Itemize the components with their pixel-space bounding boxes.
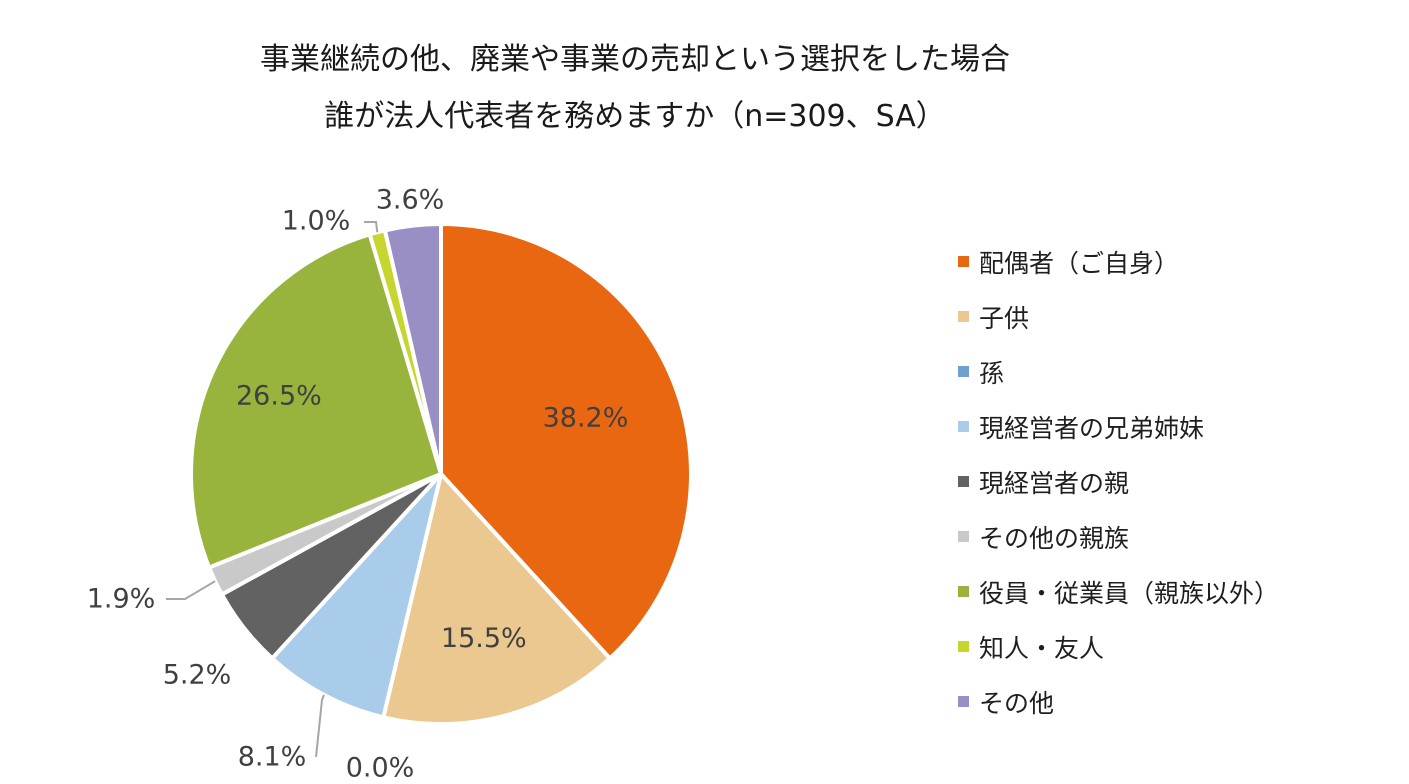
legend-label: 現経営者の親 <box>979 468 1130 498</box>
legend-label: 現経営者の兄弟姉妹 <box>979 413 1205 443</box>
legend: 配偶者（ご自身） 子供 孫 現経営者の兄弟姉妹 現経営者の親 その他の親族 役員… <box>958 234 1279 729</box>
data-label: 38.2% <box>543 402 629 433</box>
legend-label: 配偶者（ご自身） <box>979 248 1180 278</box>
legend-swatch <box>958 641 969 652</box>
legend-swatch <box>958 256 969 267</box>
legend-item: その他 <box>958 674 1279 729</box>
legend-item: 知人・友人 <box>958 619 1279 674</box>
legend-item: 子供 <box>958 289 1279 344</box>
pie-slice <box>439 222 693 661</box>
data-label: 26.5% <box>236 380 322 411</box>
legend-item: 役員・従業員（親族以外） <box>958 564 1279 619</box>
legend-swatch <box>958 531 969 542</box>
leader-line <box>315 694 325 758</box>
legend-label: 役員・従業員（親族以外） <box>979 578 1280 608</box>
legend-label: その他の親族 <box>979 523 1130 553</box>
legend-item: 現経営者の兄弟姉妹 <box>958 399 1279 454</box>
legend-item: 孫 <box>958 344 1279 399</box>
data-label: 1.9% <box>87 584 156 615</box>
legend-label: 孫 <box>979 358 1005 388</box>
data-label: 0.0% <box>346 753 415 784</box>
leader-line <box>364 221 379 233</box>
legend-item: 現経営者の親 <box>958 454 1279 509</box>
data-label: 8.1% <box>238 742 307 773</box>
data-label: 3.6% <box>376 185 445 216</box>
legend-swatch <box>958 366 969 377</box>
legend-label: 知人・友人 <box>979 633 1105 663</box>
legend-swatch <box>958 421 969 432</box>
pie-slice <box>382 222 443 476</box>
data-label: 1.0% <box>282 206 351 237</box>
data-label: 15.5% <box>441 623 527 654</box>
legend-item: 配偶者（ご自身） <box>958 234 1279 289</box>
legend-swatch <box>958 696 969 707</box>
pie-slice <box>381 472 612 726</box>
pie-slice <box>189 232 443 570</box>
legend-swatch <box>958 586 969 597</box>
leader-line <box>166 580 216 600</box>
legend-item: その他の親族 <box>958 509 1279 564</box>
legend-label: 子供 <box>979 303 1030 333</box>
chart-title-line-2: 誰が法人代表者を務めますか（n=309、SA） <box>324 99 946 134</box>
legend-swatch <box>958 311 969 322</box>
legend-swatch <box>958 476 969 487</box>
chart-title-line-1: 事業継続の他、廃業や事業の売却という選択をした場合 <box>260 42 1010 77</box>
legend-label: その他 <box>979 688 1055 718</box>
data-label: 5.2% <box>163 660 232 691</box>
